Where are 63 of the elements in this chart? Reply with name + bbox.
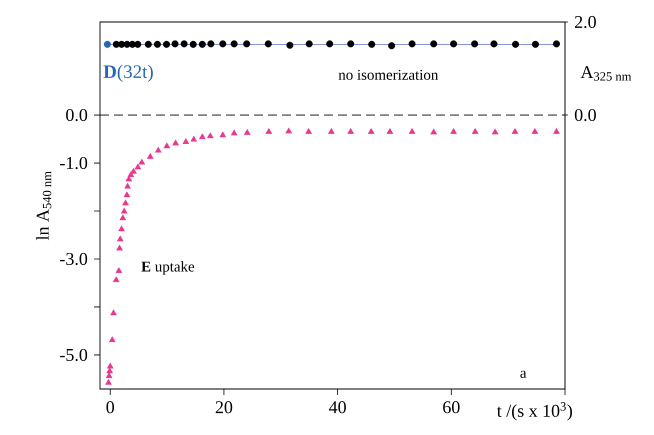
point — [130, 168, 137, 174]
point — [450, 128, 457, 134]
point — [106, 367, 113, 374]
point — [408, 128, 416, 134]
point — [116, 244, 123, 250]
y-tick-label: -5.0 — [60, 348, 88, 362]
point — [219, 131, 226, 138]
point — [164, 142, 170, 148]
point — [199, 133, 206, 140]
point — [512, 128, 518, 134]
point — [154, 146, 162, 153]
annotation: a — [520, 370, 526, 378]
y-tick-label: -3.0 — [60, 252, 88, 266]
point — [532, 128, 538, 134]
annotation: E uptake — [141, 261, 194, 275]
point — [122, 200, 129, 206]
point — [244, 129, 251, 135]
point — [120, 208, 128, 214]
point — [182, 138, 190, 144]
point — [134, 164, 142, 170]
point — [230, 129, 238, 136]
point — [172, 140, 179, 146]
y2-tick-label: 0.0 — [574, 108, 596, 122]
point — [305, 128, 312, 134]
point — [368, 128, 374, 134]
point — [328, 128, 335, 134]
point — [553, 128, 560, 134]
point — [285, 128, 292, 134]
point — [472, 128, 479, 134]
x-tick-label: 40 — [328, 401, 346, 414]
point — [116, 236, 124, 242]
point — [386, 128, 394, 134]
x-tick-label: 20 — [216, 401, 232, 414]
point — [110, 309, 117, 316]
point — [347, 128, 354, 134]
point — [146, 153, 154, 159]
y2-axis-title: A$_{325 nm}$ — [580, 66, 632, 81]
point — [106, 372, 112, 378]
point — [430, 128, 438, 134]
y-tick-label: -1.0 — [60, 156, 88, 170]
point — [124, 191, 130, 198]
point — [492, 128, 498, 134]
x-tick-label: 0 — [106, 401, 114, 414]
annotation: no isomerization — [338, 70, 438, 80]
x-axis-title: t /(s x 10$^{3}$) — [496, 402, 572, 421]
y2-tick-label: 2.0 — [574, 16, 596, 28]
point — [124, 182, 131, 189]
point — [206, 132, 214, 138]
y-axis-title: ln A$_{540 nm}$ — [36, 171, 52, 240]
point — [266, 128, 272, 134]
series-label: D(32t) — [104, 64, 153, 82]
point — [106, 362, 114, 368]
point — [120, 214, 126, 220]
x-tick-label: 60 — [443, 401, 460, 414]
point — [108, 336, 116, 342]
point — [116, 267, 122, 273]
point — [118, 225, 125, 232]
point — [190, 136, 198, 142]
y-tick-label: 0.0 — [66, 108, 88, 122]
point — [126, 176, 132, 182]
point — [138, 158, 146, 165]
point — [112, 276, 120, 282]
point — [105, 378, 112, 385]
